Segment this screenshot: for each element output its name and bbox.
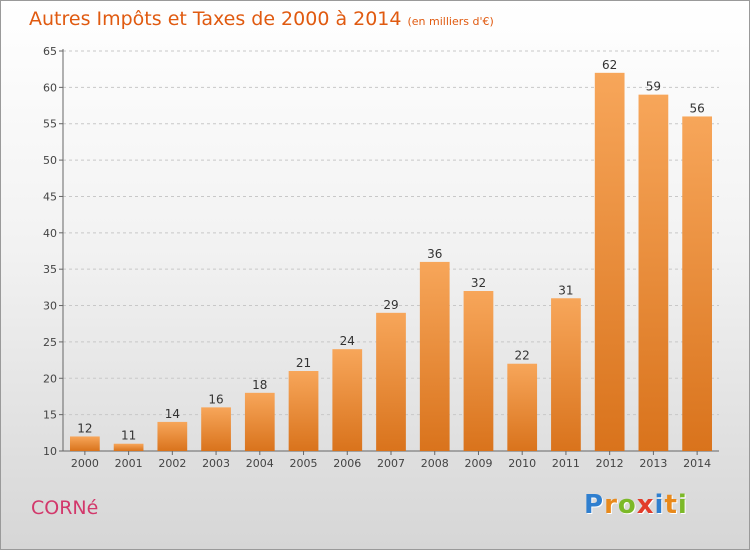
bar-value-label: 24 — [340, 334, 355, 348]
bar — [113, 443, 144, 451]
x-tick-label: 2000 — [71, 457, 99, 470]
y-tick-label: 55 — [43, 118, 57, 131]
bar — [288, 371, 319, 451]
bar-value-label: 36 — [427, 247, 442, 261]
bar-value-label: 31 — [558, 283, 573, 297]
bar-value-label: 22 — [515, 349, 530, 363]
bar — [376, 312, 406, 451]
bar — [507, 363, 538, 451]
x-tick-label: 2003 — [202, 457, 230, 470]
logo-letter: o — [617, 490, 637, 520]
x-tick-label: 2006 — [333, 457, 361, 470]
logo-letter: x — [636, 490, 655, 520]
proxiti-logo: Proxiti — [584, 490, 688, 520]
bar-value-label: 56 — [689, 101, 704, 115]
label-layer: 12 11 14 16 18 21 24 29 36 32 22 31 62 59 56 — [77, 58, 705, 443]
y-tick-label: 65 — [43, 45, 57, 58]
y-tick-label: 35 — [43, 263, 57, 276]
bar-value-label: 29 — [383, 298, 398, 312]
logo-letter: i — [654, 490, 665, 520]
x-tick-label: 2005 — [290, 457, 318, 470]
bar — [419, 261, 450, 451]
bar-value-label: 14 — [165, 407, 180, 421]
bar-value-label: 11 — [121, 429, 136, 443]
logo-letter: P — [584, 490, 605, 520]
bar — [638, 94, 669, 452]
bar-value-label: 18 — [252, 378, 267, 392]
x-tick-label: 2007 — [377, 457, 405, 470]
y-tick-label: 10 — [43, 445, 57, 458]
x-tick-label: 2013 — [639, 457, 667, 470]
bar — [244, 392, 275, 451]
logo-letter: r — [604, 490, 618, 520]
bar — [463, 291, 494, 451]
title-text: Autres Impôts et Taxes de 2000 à 2014 — [29, 8, 402, 30]
bar — [201, 407, 231, 451]
y-tick-label: 40 — [43, 227, 57, 240]
bar-value-label: 12 — [77, 421, 92, 435]
bar-value-label: 21 — [296, 356, 311, 370]
x-tick-label: 2010 — [508, 457, 536, 470]
bar — [551, 298, 581, 451]
x-tick-label: 2001 — [115, 457, 143, 470]
bar — [594, 72, 625, 452]
y-tick-label: 45 — [43, 190, 57, 203]
bar — [69, 436, 100, 451]
x-tick-label: 2004 — [246, 457, 274, 470]
bar-value-label: 62 — [602, 58, 617, 72]
y-tick-label: 25 — [43, 336, 57, 349]
x-tick-label: 2009 — [464, 457, 492, 470]
y-tick-label: 60 — [43, 81, 57, 94]
bar-layer — [69, 72, 713, 452]
chart-subtitle: (en milliers d'€) — [407, 15, 494, 28]
chart-title: Autres Impôts et Taxes de 2000 à 2014 (en… — [29, 8, 494, 30]
bar-value-label: 32 — [471, 276, 486, 290]
y-tick-label: 15 — [43, 409, 57, 422]
bar-value-label: 16 — [208, 392, 223, 406]
bar-value-label: 59 — [646, 80, 661, 94]
x-tick-label: 2011 — [552, 457, 580, 470]
place-name: CORNé — [31, 497, 99, 519]
y-tick-label: 50 — [43, 154, 57, 167]
x-tick-label: 2012 — [596, 457, 624, 470]
y-tick-label: 20 — [43, 372, 57, 385]
x-tick-label: 2008 — [421, 457, 449, 470]
y-tick-label: 30 — [43, 300, 57, 313]
bar — [157, 421, 188, 451]
bar — [682, 116, 713, 452]
bar — [332, 349, 363, 451]
logo-letter: t — [664, 490, 678, 520]
x-tick-label: 2014 — [683, 457, 711, 470]
logo-letter: i — [677, 490, 688, 520]
x-tick-label: 2002 — [158, 457, 186, 470]
